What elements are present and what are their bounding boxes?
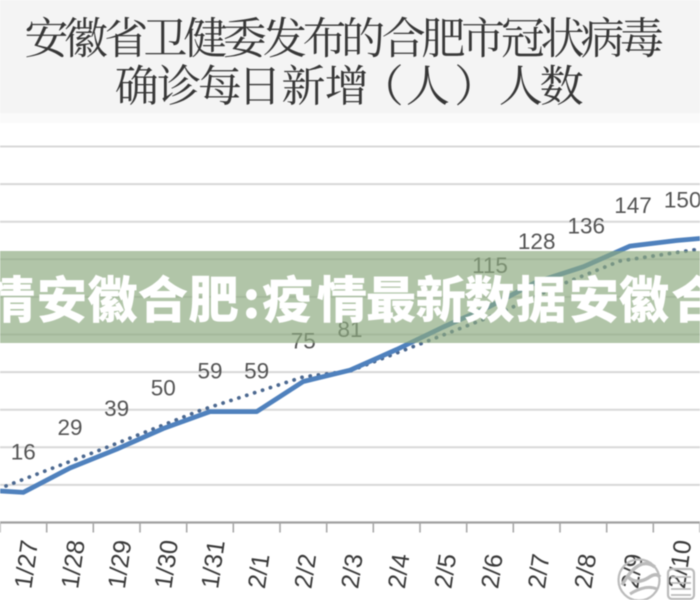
- svg-text:2/5: 2/5: [430, 552, 463, 590]
- svg-text:59: 59: [244, 359, 269, 384]
- svg-text:2/1: 2/1: [243, 552, 276, 590]
- svg-text:1/30: 1/30: [150, 538, 185, 590]
- svg-text:147: 147: [614, 193, 652, 218]
- svg-text:39: 39: [104, 396, 129, 421]
- svg-text:128: 128: [518, 229, 556, 254]
- svg-text:1/31: 1/31: [196, 538, 231, 590]
- svg-text:29: 29: [57, 415, 82, 440]
- svg-text:50: 50: [151, 375, 176, 400]
- svg-text:2/6: 2/6: [476, 552, 509, 590]
- svg-text:2/8: 2/8: [570, 552, 603, 590]
- svg-text:2/3: 2/3: [336, 552, 369, 590]
- svg-text:1/27: 1/27: [10, 538, 45, 590]
- svg-text:59: 59: [197, 359, 222, 384]
- svg-text:2/7: 2/7: [523, 552, 556, 590]
- svg-text:136: 136: [568, 214, 606, 239]
- svg-text:150: 150: [664, 187, 700, 212]
- svg-text:1/29: 1/29: [103, 538, 138, 590]
- svg-text:2/4: 2/4: [383, 552, 416, 590]
- svg-text:16: 16: [11, 439, 36, 464]
- svg-text:1/28: 1/28: [56, 538, 91, 590]
- svg-text:2/2: 2/2: [290, 552, 323, 590]
